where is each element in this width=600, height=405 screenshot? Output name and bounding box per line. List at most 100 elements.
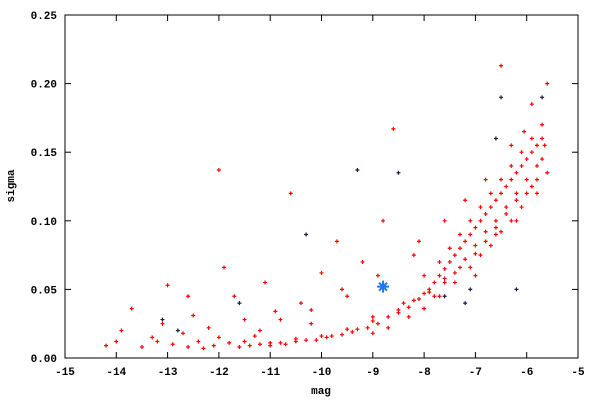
data-point [514, 191, 519, 196]
data-point [263, 280, 268, 285]
data-point [473, 225, 478, 230]
data-point [406, 305, 411, 310]
data-point [540, 95, 545, 100]
data-point [509, 143, 514, 148]
data-point [504, 184, 509, 189]
data-point [519, 150, 524, 155]
data-point [416, 297, 421, 302]
data-point [499, 95, 504, 100]
data-point [458, 232, 463, 237]
data-point [186, 294, 191, 299]
data-point [493, 136, 498, 141]
data-point [268, 340, 273, 345]
data-point [196, 339, 201, 344]
data-point [278, 340, 283, 345]
x-tick-label: -8 [417, 367, 431, 379]
data-point [104, 343, 109, 348]
data-point [314, 338, 319, 343]
data-point [211, 343, 216, 348]
data-point [529, 102, 534, 107]
y-axis-label: sigma [6, 169, 18, 202]
data-point [493, 198, 498, 203]
data-point [447, 246, 452, 251]
data-point [273, 309, 278, 314]
data-point [304, 338, 309, 343]
data-point [499, 191, 504, 196]
data-point [463, 239, 468, 244]
data-point [247, 343, 252, 348]
data-point [468, 265, 473, 270]
data-point [201, 346, 206, 351]
data-point [545, 170, 550, 175]
data-point [473, 243, 478, 248]
data-point [375, 321, 380, 326]
data-point [232, 294, 237, 299]
data-point [386, 314, 391, 319]
data-point [458, 246, 463, 251]
data-point [170, 342, 175, 347]
data-point [191, 313, 196, 318]
data-point [386, 325, 391, 330]
data-point [504, 205, 509, 210]
data-point [222, 265, 227, 270]
data-point [483, 229, 488, 234]
y-tick-label: 0.05 [31, 285, 58, 297]
data-point [406, 314, 411, 319]
data-point [416, 239, 421, 244]
data-point [478, 205, 483, 210]
data-point [432, 280, 437, 285]
x-tick-label: -15 [55, 367, 75, 379]
data-point [309, 321, 314, 326]
x-tick-label: -10 [312, 367, 332, 379]
data-point [432, 294, 437, 299]
data-point [452, 280, 457, 285]
data-point [447, 259, 452, 264]
data-point [175, 328, 180, 333]
x-tick-label: -9 [366, 367, 379, 379]
data-point [478, 253, 483, 258]
data-point [442, 294, 447, 299]
data-point [257, 342, 262, 347]
data-point [370, 331, 375, 336]
data-point [227, 340, 232, 345]
data-point [381, 218, 386, 223]
data-point [504, 211, 509, 216]
y-tick-label: 0.20 [31, 80, 57, 92]
data-point [422, 306, 427, 311]
data-point [463, 257, 468, 262]
data-point [514, 218, 519, 223]
data-point [422, 291, 427, 296]
data-point [309, 307, 314, 312]
data-point [350, 329, 355, 334]
data-point [509, 163, 514, 168]
data-point [442, 276, 447, 281]
data-point [319, 334, 324, 339]
data-point [165, 283, 170, 288]
data-point [524, 191, 529, 196]
x-tick-label: -11 [260, 367, 280, 379]
data-point [401, 301, 406, 306]
data-point [114, 339, 119, 344]
data-point [519, 163, 524, 168]
data-point [463, 301, 468, 306]
data-point [534, 177, 539, 182]
data-point [493, 225, 498, 230]
data-point [473, 273, 478, 278]
data-point [129, 306, 134, 311]
data-point [160, 321, 165, 326]
data-point [529, 136, 534, 141]
data-point [396, 307, 401, 312]
data-point [473, 251, 478, 256]
data-point [216, 168, 221, 173]
data-point [319, 270, 324, 275]
data-point [545, 81, 550, 86]
data-point [422, 273, 427, 278]
data-point [370, 314, 375, 319]
data-point [468, 218, 473, 223]
data-point [365, 325, 370, 330]
data-point [288, 191, 293, 196]
data-point [186, 345, 191, 350]
data-point [139, 345, 144, 350]
data-point [242, 339, 247, 344]
